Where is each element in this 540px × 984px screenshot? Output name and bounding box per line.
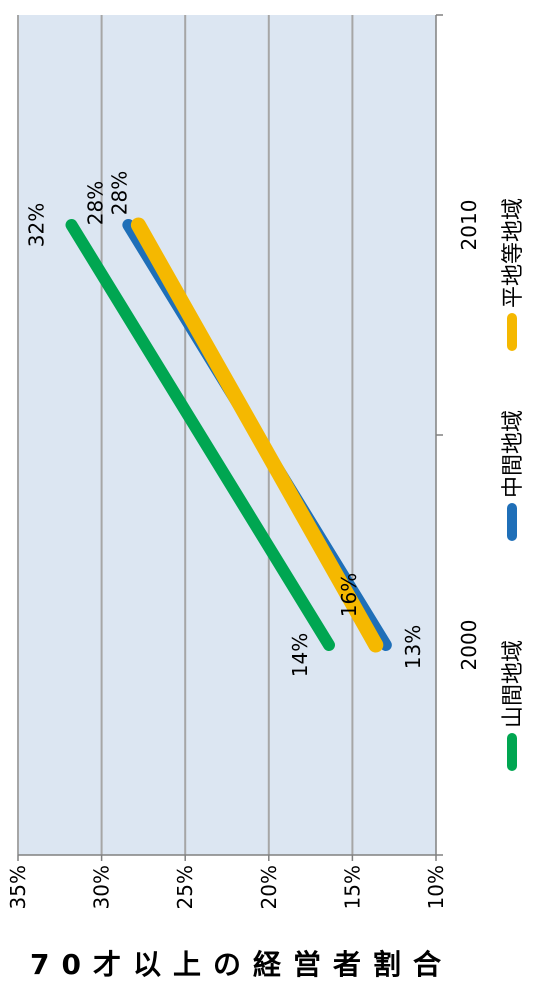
data-label: 28% [83, 181, 107, 225]
series-line-3 [130, 217, 384, 653]
x-tick-label: 2000 [457, 620, 481, 671]
data-label: 28% [107, 171, 131, 215]
legend-label-2: 中間地域 [501, 410, 526, 498]
data-labels: 14% 32% 13% 28% 16% 28% [25, 171, 425, 677]
y-tick-labels: 10% 15% 20% 25% 30% 35% [6, 865, 448, 909]
series-lines [65, 217, 392, 653]
y-tick-label: 15% [340, 865, 364, 909]
y-tick-label: 10% [424, 865, 448, 909]
y-tick-label: 30% [90, 865, 114, 909]
legend-label-3: 平地等地域 [501, 198, 526, 308]
data-label: 14% [288, 633, 312, 677]
data-label: 13% [401, 625, 425, 669]
y-tick-label: 20% [257, 865, 281, 909]
data-label: 32% [25, 203, 49, 247]
legend-label-1: 山間地域 [501, 640, 526, 728]
y-axis-label: 70才以上の経営者割合 [30, 948, 453, 981]
data-label: 16% [337, 573, 361, 617]
gridlines [17, 15, 354, 855]
axes [17, 14, 443, 861]
y-tick-label: 35% [6, 865, 30, 909]
y-tick-label: 25% [173, 865, 197, 909]
x-tick-label: 2010 [457, 200, 481, 251]
legend: 山間地域 中間地域 平地等地域 [501, 198, 526, 771]
x-tick-labels: 2000 2010 [457, 200, 481, 671]
series-line-1 [65, 219, 335, 651]
plot-area [18, 15, 436, 855]
